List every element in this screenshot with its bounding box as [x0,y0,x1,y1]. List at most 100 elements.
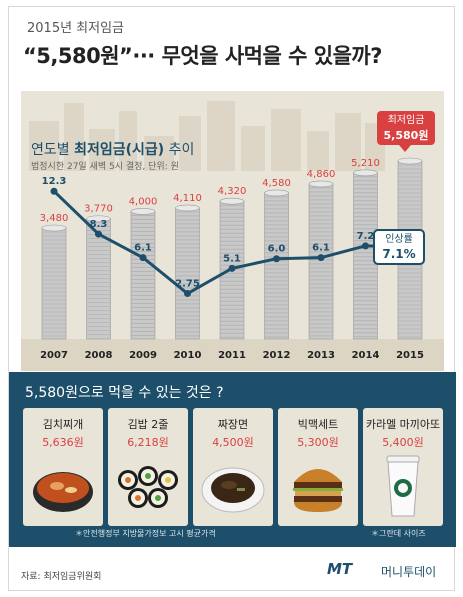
header-subtitle: 2015년 최저임금 [27,21,125,36]
x-tick-label: 2009 [129,350,157,361]
skyline-building [89,129,115,171]
food-card-burger: 빅맥세트 5,300원 [278,408,358,526]
food-price: 4,500원 [212,436,254,449]
burger-icon [293,469,343,512]
food-price: 5,636원 [42,436,84,449]
wage-callout: 최저임금 5,580원 [377,111,435,152]
food-price: 5,400원 [382,436,424,449]
coin-top [175,204,200,212]
food-note-right: ＊그란데 사이즈 [371,529,426,538]
jajangmyeon-icon [201,467,265,513]
coin-top [86,215,111,223]
brand-name: 머니투데이 [381,565,437,579]
wage-callout-value: 5,580원 [383,129,429,142]
food-name: 짜장면 [217,418,249,431]
coin-top [130,208,156,215]
x-tick-label: 2015 [396,350,424,361]
rate-point [228,264,236,272]
x-tick-label: 2007 [40,350,68,361]
chart-area: 3,480 2007 3,770 2008 4,000 2009 4,110 2010 4,32… [9,81,456,371]
rate-point [273,255,280,263]
bar-value-label: 3,480 [40,213,69,224]
bar-coin-stack [264,192,289,340]
food-name: 카라멜 마끼아또 [365,418,441,431]
food-card-coffee: 카라멜 마끼아또 5,400원 [363,408,443,526]
chart-title-suffix: 추이 [164,142,195,158]
chart-title-bold: 최저임금(시급) [74,142,165,158]
brand-logo: MT [327,560,353,578]
rate-callout-value: 7.1% [382,247,416,261]
rate-value-label: 6.0 [268,244,286,255]
x-tick-label: 2013 [307,350,335,361]
food-name: 빅맥세트 [297,418,339,431]
rate-point [184,290,191,298]
food-card-jajangmyeon: 짜장면 4,500원 [193,408,273,526]
bar-value-label: 4,000 [129,196,158,207]
rate-callout: 인상률 7.1% [373,229,425,265]
skyline-building [29,121,59,171]
food-card-kimbap: 김밥 2줄 6,218원 [108,408,188,526]
bar-value-label: 4,320 [218,186,247,197]
rate-point [362,242,369,250]
source-text: 자료: 최저임금위원회 [21,572,102,582]
rate-value-label: 5.1 [223,253,241,264]
food-title: 5,580원으로 먹을 수 있는 것은 ? [25,385,224,401]
rate-value-label: 12.3 [42,176,67,187]
chart-subtitle: 법정시한 27일 새벽 5시 결정, 단위: 원 [31,162,179,172]
bar-coin-stack [175,207,200,340]
rate-point [317,254,325,262]
bar-coin-stack [308,183,334,340]
food-name: 김밥 2줄 [127,418,169,431]
bar-value-label: 4,860 [307,169,336,180]
rate-point [139,254,147,262]
food-section: 5,580원으로 먹을 수 있는 것은 ? 김치찌개 5,636원 김밥 2줄 … [9,372,456,547]
x-tick-label: 2014 [352,350,380,361]
coin-top [41,224,67,232]
skyline-building [144,136,174,171]
kimchi-stew-icon [33,472,93,512]
rate-value-label: 7.2 [357,231,375,242]
coin-top [353,169,378,177]
rate-value-label: 2.75 [175,279,200,290]
chart-title-prefix: 연도별 [31,142,75,158]
rate-callout-label: 인상률 [385,234,413,245]
skyline-building [179,116,201,171]
wage-callout-label: 최저임금 [387,115,425,126]
coin-top [219,197,245,205]
kimbap-icon [118,466,178,508]
skyline-building [335,113,361,171]
bar-value-label: 3,770 [84,204,113,215]
infographic-frame: 2015년 최저임금 “5,580원”··· 무엇을 사먹을 수 있을까? 3,… [8,6,456,591]
skyline-building [64,103,84,171]
coin-top [308,180,334,188]
x-tick-label: 2010 [174,350,202,361]
header-title: “5,580원”··· 무엇을 사먹을 수 있을까? [23,44,382,68]
x-tick-label: 2008 [85,350,113,361]
food-note-left: ＊안전행정부 지방물가정보 고시 평균가격 [75,529,216,538]
bar-coin-stack [41,227,67,340]
rate-value-label: 6.1 [312,243,330,254]
coin-top [397,157,423,165]
rate-point [95,230,102,238]
bar-value-label: 5,210 [351,158,380,169]
skyline-building [241,126,265,171]
food-price: 5,300원 [297,436,339,449]
x-tick-label: 2012 [263,350,291,361]
food-name: 김치찌개 [42,418,84,431]
skyline-building [207,101,235,171]
bar-value-label: 4,580 [262,178,291,189]
coin-top [264,189,289,197]
bar-coin-stack [219,200,245,340]
skyline-building [271,109,301,171]
coffee-cup-icon [386,455,420,517]
skyline-building [307,131,329,171]
bar-value-label: 4,110 [173,193,202,204]
x-tick-label: 2011 [218,350,246,361]
chart-baseline-band [21,339,444,371]
rate-value-label: 6.1 [134,243,152,254]
rate-point [50,187,58,195]
rate-value-label: 8.3 [90,219,108,230]
chart-title: 연도별 최저임금(시급) 추이 [31,139,194,159]
food-price: 6,218원 [127,436,169,449]
skyline-building [119,111,137,171]
